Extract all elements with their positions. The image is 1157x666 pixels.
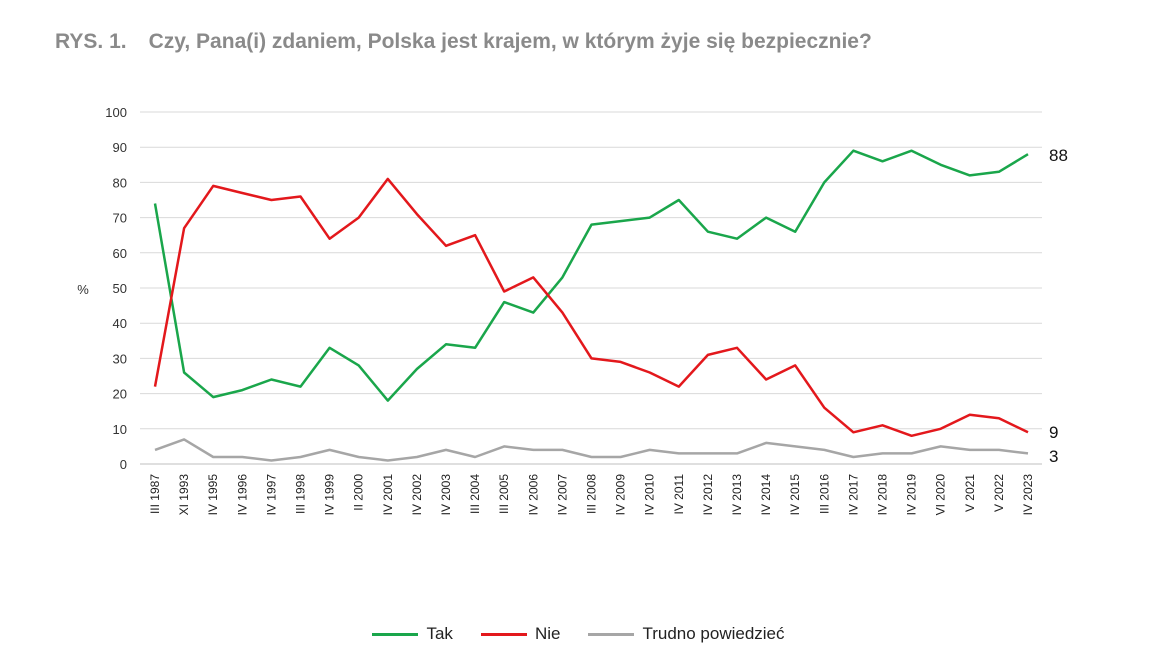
legend-item: Tak (372, 624, 453, 644)
legend-label: Nie (534, 624, 561, 643)
x-tick-label: IV 2011 (672, 474, 686, 515)
y-tick-label: 70 (113, 211, 127, 226)
legend-label: Trudno powiedzieć (642, 624, 785, 643)
x-tick-label: IV 1996 (235, 474, 249, 516)
chart-title: RYS. 1. Czy, Pana(i) zdaniem, Polska jest… (55, 30, 872, 54)
legend-swatch (372, 632, 419, 636)
x-tick-label: III 1987 (148, 474, 162, 514)
x-tick-label: III 2016 (817, 474, 831, 514)
x-tick-label: IV 2006 (526, 474, 540, 516)
x-tick-label: IV 2019 (905, 474, 919, 516)
x-tick-label: VI 2020 (934, 474, 948, 516)
x-tick-label: III 2008 (585, 474, 599, 514)
x-tick-label: IV 2014 (759, 474, 773, 516)
x-tick-label: IV 2023 (1021, 474, 1035, 516)
y-tick-label: 100 (105, 105, 127, 120)
y-tick-label: 60 (113, 246, 127, 261)
x-tick-label: III 2004 (468, 474, 482, 514)
figure-question: Czy, Pana(i) zdaniem, Polska jest krajem… (148, 30, 872, 53)
x-tick-label: IV 2002 (410, 474, 424, 516)
y-tick-label: 40 (113, 316, 127, 331)
x-tick-label: XI 1993 (177, 474, 191, 516)
series-line-tak (153, 149, 1029, 402)
x-tick-label: II 2000 (352, 474, 366, 511)
x-tick-label: IV 2013 (730, 474, 744, 516)
y-tick-label: 0 (120, 457, 127, 472)
y-tick-label: 80 (113, 175, 127, 190)
x-tick-label: IV 2018 (876, 474, 890, 516)
x-tick-label: IV 2007 (555, 474, 569, 516)
x-tick-label: III 2005 (497, 474, 511, 514)
x-tick-label: V 2022 (992, 474, 1006, 512)
legend-item: Nie (480, 624, 561, 644)
y-tick-label: 30 (113, 351, 127, 366)
x-tick-label: IV 2001 (381, 474, 395, 516)
y-tick-label: 20 (113, 387, 127, 402)
end-value-label: 88 (1049, 146, 1068, 165)
x-tick-label: IV 2010 (643, 474, 657, 516)
legend-swatch (480, 632, 527, 636)
series-line-nie (153, 177, 1029, 438)
end-value-label: 3 (1049, 447, 1058, 466)
legend-label: Tak (426, 624, 453, 643)
x-tick-label: IV 2017 (846, 474, 860, 516)
x-tick-label: IV 2015 (788, 474, 802, 516)
x-tick-label: III 1998 (294, 474, 308, 514)
y-axis-label: % (77, 282, 89, 297)
legend-swatch (588, 632, 635, 636)
x-tick-label: IV 2009 (614, 474, 628, 516)
y-tick-label: 50 (113, 281, 127, 296)
x-tick-label: IV 1997 (264, 474, 278, 516)
x-tick-label: V 2021 (963, 474, 977, 512)
figure-number: RYS. 1. (55, 30, 127, 53)
y-tick-label: 10 (113, 422, 127, 437)
x-tick-label: IV 2003 (439, 474, 453, 516)
x-tick-label: IV 1999 (323, 474, 337, 516)
series-line-trudno-powiedzieć (154, 438, 1029, 462)
end-value-label: 9 (1049, 423, 1058, 442)
x-tick-label: IV 1995 (206, 474, 220, 516)
x-tick-label: IV 2012 (701, 474, 715, 516)
legend: Tak Nie Trudno powiedzieć (0, 624, 1157, 644)
y-tick-label: 90 (113, 140, 127, 155)
legend-item: Trudno powiedzieć (588, 624, 785, 644)
